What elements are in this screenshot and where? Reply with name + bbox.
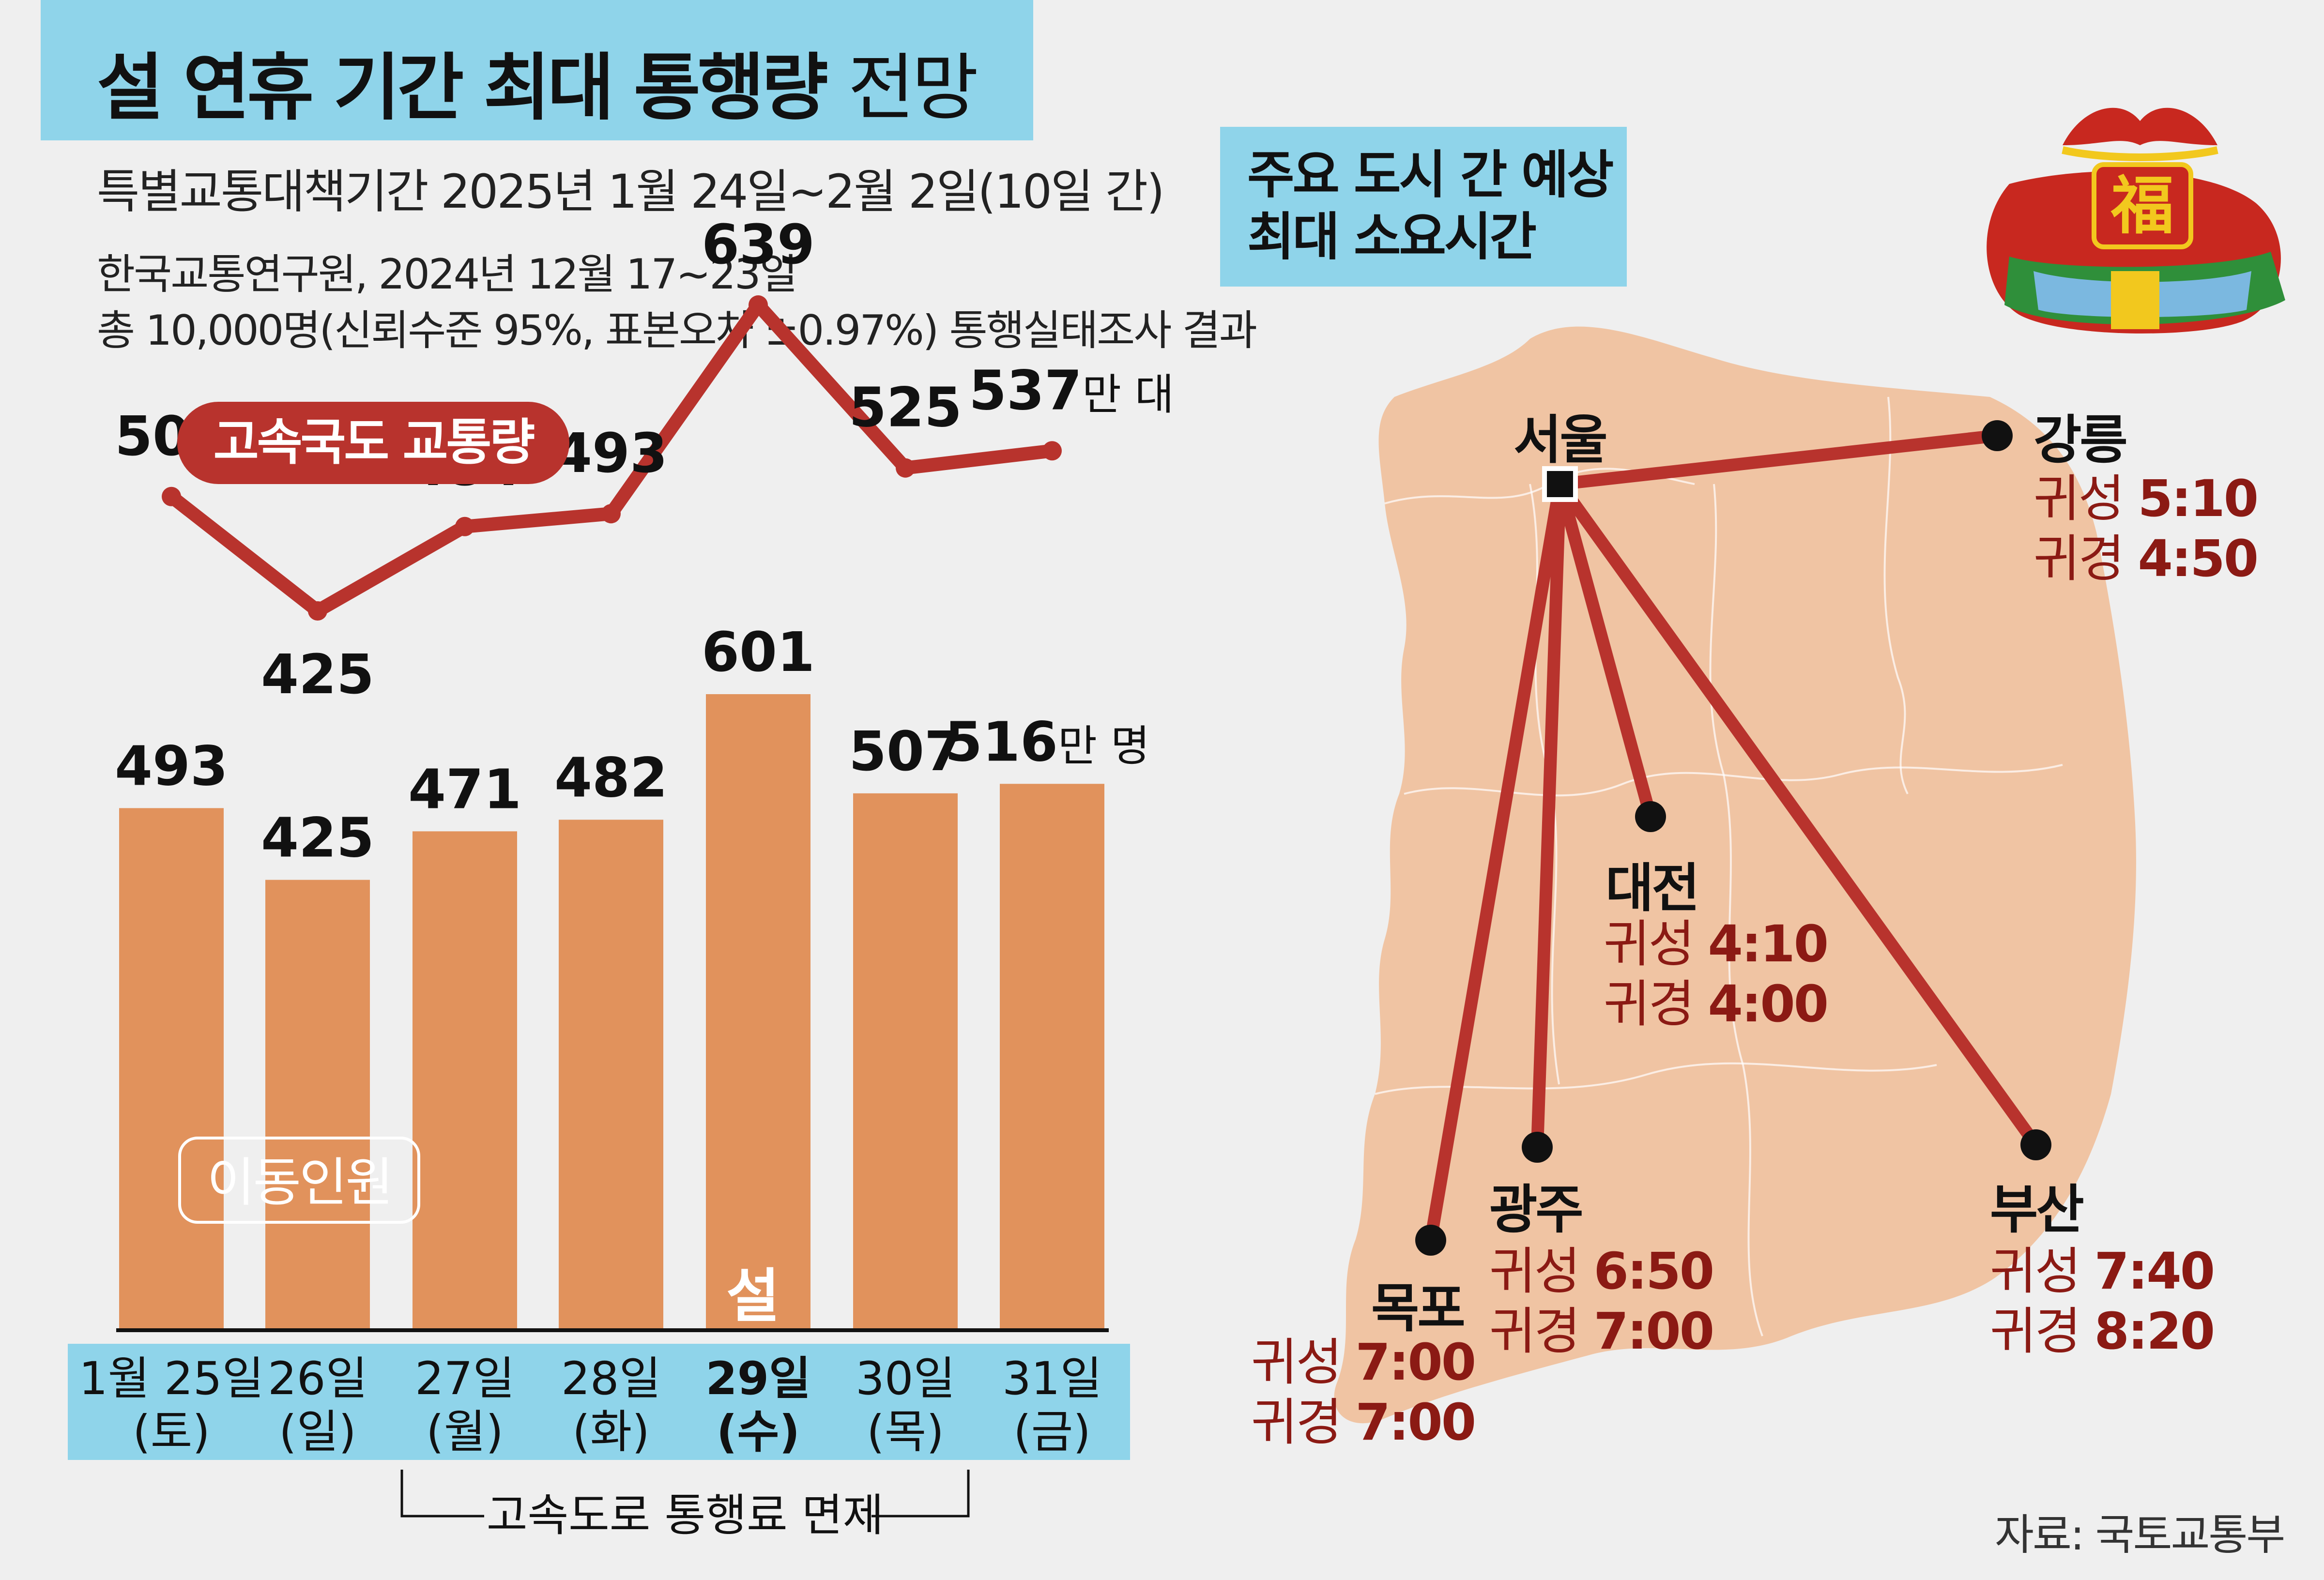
survey-detail: 총 10,000명(신뢰수준 95%, 표본오차 ±0.97%) 통행실태조사 … bbox=[97, 306, 1257, 355]
x-axis-band bbox=[68, 1344, 1130, 1460]
bar bbox=[853, 793, 958, 1328]
time-gwangju: 귀성 6:50 귀경 7:00 bbox=[1489, 1242, 1714, 1361]
bar bbox=[265, 880, 370, 1328]
bar-data-label: 601 bbox=[702, 621, 815, 684]
time-mokpo: 귀성 7:00 귀경 7:00 bbox=[1251, 1333, 1476, 1452]
bar bbox=[119, 808, 224, 1328]
province-border bbox=[1883, 396, 1909, 794]
route-busan bbox=[1554, 478, 2042, 1151]
x-tick-label: 27일 bbox=[415, 1352, 515, 1405]
map-title: 주요 도시 간 예상 최대 소요시간 bbox=[1247, 145, 1614, 267]
line-data-label: 525 bbox=[849, 377, 962, 440]
survey-source: 한국교통연구원, 2024년 12월 17~23일 bbox=[97, 250, 798, 299]
lucky-bag-plaque bbox=[2092, 162, 2193, 249]
x-tick-label: 28일 bbox=[561, 1352, 661, 1405]
route-gwangju bbox=[1531, 478, 1566, 1154]
bar-data-label: 471 bbox=[408, 758, 521, 821]
line-point bbox=[162, 486, 181, 506]
line-point bbox=[1042, 441, 1062, 461]
city-marker bbox=[1982, 420, 2013, 451]
bar bbox=[413, 831, 517, 1328]
bar-data-label: 516만 명 bbox=[945, 711, 1150, 774]
time-busan: 귀성 7:40 귀경 8:20 bbox=[1990, 1242, 2215, 1361]
route-mokpo bbox=[1424, 478, 1566, 1246]
map-title-banner bbox=[1220, 127, 1627, 287]
lucky-bag-string bbox=[2062, 146, 2218, 161]
x-tick-label: 29일 bbox=[705, 1352, 810, 1405]
city-label-daejeon: 대전 bbox=[1605, 858, 1700, 919]
title-banner bbox=[41, 0, 1033, 140]
city-marker bbox=[1522, 1132, 1553, 1163]
data-source: 자료: 국토교통부 bbox=[1995, 1510, 2285, 1560]
bar-data-label: 493 bbox=[115, 735, 228, 798]
line-data-label: 493 bbox=[554, 422, 668, 485]
x-tick-label: 26일 bbox=[268, 1352, 367, 1405]
seoul-marker bbox=[1542, 466, 1578, 502]
province-border bbox=[1709, 484, 1763, 1337]
x-tick-day-label: (수) bbox=[717, 1406, 800, 1458]
line-point bbox=[896, 458, 915, 478]
x-tick-label: 30일 bbox=[856, 1352, 955, 1405]
seol-holiday-mark: 설 bbox=[726, 1263, 780, 1330]
line-data-label: 537만 대 bbox=[969, 359, 1174, 422]
x-tick-day-label: (일) bbox=[279, 1406, 356, 1458]
x-tick-day-label: (토) bbox=[133, 1406, 210, 1458]
bar-data-label: 425 bbox=[261, 807, 374, 870]
city-label-gwangju: 광주 bbox=[1489, 1180, 1584, 1240]
lucky-bag-top bbox=[2063, 107, 2217, 145]
bar bbox=[706, 694, 810, 1328]
x-tick-day-label: (화) bbox=[572, 1406, 650, 1458]
city-label-gangneung: 강릉 bbox=[2034, 410, 2128, 471]
lucky-bag-char: 福 bbox=[2110, 169, 2174, 243]
city-label-busan: 부산 bbox=[1990, 1180, 2084, 1240]
time-gangneung: 귀성 5:10 귀경 4:50 bbox=[2034, 469, 2259, 588]
city-label-seoul: 서울 bbox=[1514, 410, 1608, 471]
period-subtitle: 특별교통대책기간 2025년 1월 24일~2월 2일(10일 간) bbox=[97, 165, 1165, 219]
line-point bbox=[455, 517, 474, 536]
bar-series-label: 이동인원 bbox=[178, 1137, 420, 1224]
time-daejeon: 귀성 4:10 귀경 4:00 bbox=[1604, 914, 1829, 1033]
bar bbox=[559, 820, 663, 1328]
city-marker bbox=[1415, 1225, 1446, 1256]
x-tick-label: 31일 bbox=[1002, 1352, 1102, 1405]
line-series-label: 고속국도 교통량 bbox=[177, 402, 569, 484]
page-title: 설 연휴 기간 최대 통행량 전망 bbox=[97, 46, 979, 130]
x-tick-day-label: (목) bbox=[867, 1406, 944, 1458]
city-marker bbox=[1635, 801, 1666, 832]
bar-data-label: 507 bbox=[849, 720, 962, 783]
line-point bbox=[601, 504, 621, 524]
toll-free-label: 고속도로 통행료 면제 bbox=[487, 1489, 884, 1541]
bar bbox=[1000, 784, 1104, 1328]
x-tick-day-label: (월) bbox=[426, 1406, 504, 1458]
bar-data-label: 482 bbox=[554, 746, 668, 809]
route-gangneung bbox=[1554, 429, 2003, 490]
line-point bbox=[749, 295, 768, 315]
toll-free-bracket bbox=[400, 1470, 970, 1518]
x-tick-day-label: (금) bbox=[1013, 1406, 1091, 1458]
line-data-label: 425 bbox=[261, 643, 374, 706]
city-label-mokpo: 목포 bbox=[1371, 1278, 1466, 1339]
line-point bbox=[308, 601, 327, 621]
route-daejeon bbox=[1554, 478, 1657, 823]
city-marker bbox=[2020, 1129, 2051, 1160]
line-data-label: 639 bbox=[702, 213, 815, 276]
x-tick-label: 1월 25일 bbox=[79, 1352, 264, 1405]
lucky-bag-stripe bbox=[2111, 271, 2159, 329]
